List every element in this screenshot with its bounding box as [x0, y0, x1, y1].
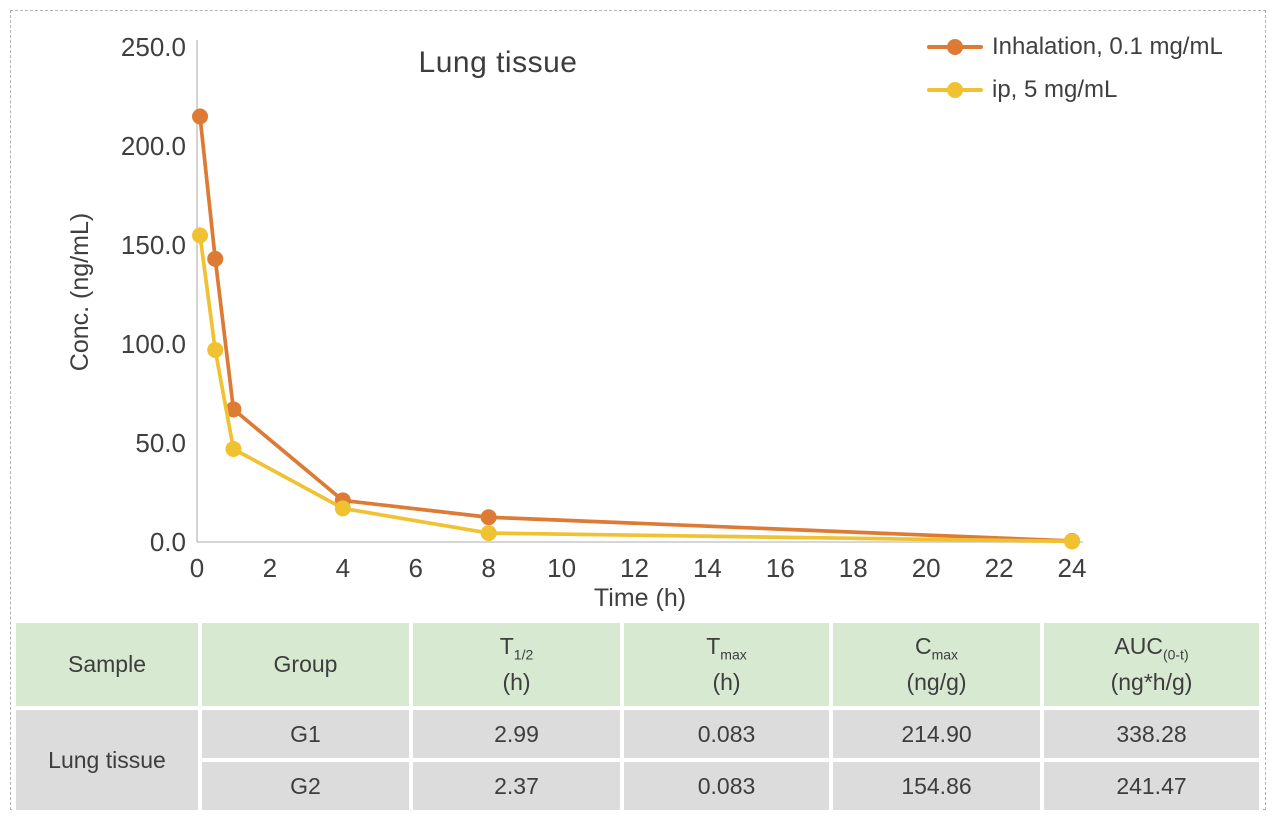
pk-parameters-table: Sample Group T1/2 (h) Tmax (h) Cmax (ng/…	[12, 619, 1263, 814]
data-point-marker	[480, 509, 497, 526]
y-axis-title: Conc. (ng/mL)	[66, 212, 94, 372]
cell-auc-g2: 241.47	[1044, 762, 1259, 810]
data-point-marker	[192, 108, 209, 125]
chart-legend: Inhalation, 0.1 mg/mL ip, 5 mg/mL	[927, 29, 1223, 115]
data-point-marker	[225, 401, 242, 418]
cell-group-g1: G1	[202, 710, 409, 758]
x-tick-label: 22	[985, 553, 1014, 583]
x-tick-label: 12	[620, 553, 649, 583]
x-tick-label: 16	[766, 553, 795, 583]
cell-group-g2: G2	[202, 762, 409, 810]
data-point-marker	[192, 227, 209, 244]
cell-thalf-g2: 2.37	[413, 762, 620, 810]
y-tick-label: 200.0	[121, 131, 186, 161]
x-tick-label: 0	[190, 553, 204, 583]
y-tick-label: 50.0	[135, 428, 186, 458]
series-line	[198, 116, 1073, 543]
series-line	[198, 235, 1073, 544]
header-sample: Sample	[16, 623, 198, 706]
x-tick-label: 14	[693, 553, 722, 583]
header-t-half: T1/2 (h)	[413, 623, 620, 706]
cell-auc-g1: 338.28	[1044, 710, 1259, 758]
header-c-max: Cmax (ng/g)	[833, 623, 1040, 706]
dot-swatch	[947, 39, 963, 55]
x-axis-title: Time (h)	[593, 584, 687, 612]
x-tick-label: 24	[1058, 553, 1087, 583]
legend-marker-ip	[927, 81, 983, 99]
legend-label: ip, 5 mg/mL	[992, 76, 1118, 103]
legend-entry-ip: ip, 5 mg/mL	[927, 72, 1223, 108]
cell-thalf-g1: 2.99	[413, 710, 620, 758]
x-tick-label: 18	[839, 553, 868, 583]
y-tick-label: 0.0	[150, 527, 186, 557]
cell-tmax-g2: 0.083	[624, 762, 829, 810]
legend-label: Inhalation, 0.1 mg/mL	[992, 33, 1223, 60]
header-auc: AUC(0-t) (ng*h/g)	[1044, 623, 1259, 706]
dot-swatch	[947, 82, 963, 98]
legend-entry-inhalation: Inhalation, 0.1 mg/mL	[927, 29, 1223, 65]
x-tick-label: 10	[547, 553, 576, 583]
data-point-marker	[207, 341, 224, 358]
cell-tmax-g1: 0.083	[624, 710, 829, 758]
x-tick-label: 20	[912, 553, 941, 583]
chart-title: Lung tissue	[418, 46, 578, 79]
table-header-row: Sample Group T1/2 (h) Tmax (h) Cmax (ng/…	[16, 623, 1259, 706]
cell-cmax-g1: 214.90	[833, 710, 1040, 758]
y-tick-label: 250.0	[121, 32, 186, 62]
table-row-g2: G2 2.37 0.083 154.86 241.47	[16, 762, 1259, 810]
header-group: Group	[202, 623, 409, 706]
x-tick-label: 6	[409, 553, 423, 583]
y-tick-label: 150.0	[121, 230, 186, 260]
table-row-g1: Lung tissue G1 2.99 0.083 214.90 338.28	[16, 710, 1259, 810]
x-tick-label: 4	[336, 553, 350, 583]
data-point-marker	[225, 440, 242, 457]
legend-marker-inhalation	[927, 38, 983, 56]
x-tick-label: 8	[481, 553, 495, 583]
cell-sample: Lung tissue	[16, 710, 198, 810]
header-t-max: Tmax (h)	[624, 623, 829, 706]
data-point-marker	[207, 250, 224, 267]
y-tick-label: 100.0	[121, 329, 186, 359]
data-point-marker	[1064, 533, 1080, 550]
x-tick-label: 2	[263, 553, 277, 583]
cell-cmax-g2: 154.86	[833, 762, 1040, 810]
data-point-marker	[480, 525, 497, 542]
data-point-marker	[334, 500, 351, 517]
